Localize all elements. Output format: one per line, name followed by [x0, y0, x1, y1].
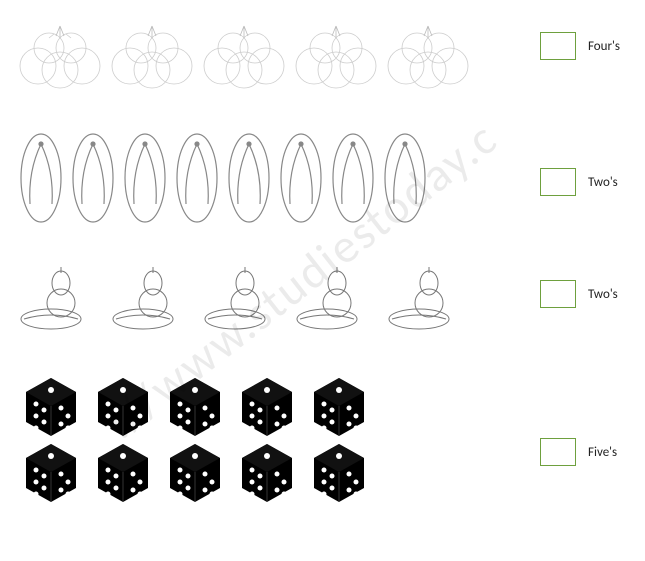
answer-box[interactable]	[540, 32, 576, 60]
row-label: Four's	[588, 39, 620, 54]
gourd-icon	[108, 261, 198, 333]
answer-area-4: Five's	[540, 438, 617, 466]
gourd-icon	[292, 261, 382, 333]
flipflop-icon	[224, 126, 274, 226]
gourd-icon	[384, 261, 474, 333]
dice-icon	[88, 372, 158, 436]
items-flipflops	[16, 126, 430, 226]
dice-icon	[16, 372, 86, 436]
row-dice	[16, 362, 629, 512]
flipflop-icon	[68, 126, 118, 226]
flipflop-icon	[276, 126, 326, 226]
tomato-bunch-icon	[384, 18, 472, 90]
answer-area-2: Two's	[540, 168, 618, 196]
items-tomatoes	[16, 18, 472, 90]
dice-icon	[88, 438, 158, 502]
answer-box[interactable]	[540, 168, 576, 196]
flipflop-icon	[16, 126, 66, 226]
row-tomatoes	[16, 8, 629, 100]
dice-icon	[160, 438, 230, 502]
dice-icon	[160, 372, 230, 436]
flipflop-icon	[120, 126, 170, 226]
row-label: Two's	[588, 287, 618, 302]
dice-icon	[16, 438, 86, 502]
dice-icon	[304, 372, 374, 436]
flipflop-icon	[380, 126, 430, 226]
row-gourds	[16, 252, 629, 342]
dice-icon	[304, 438, 374, 502]
dice-icon	[232, 372, 302, 436]
gourd-icon	[200, 261, 290, 333]
tomato-bunch-icon	[200, 18, 288, 90]
row-label: Five's	[588, 445, 617, 460]
row-flipflops	[16, 120, 629, 232]
answer-box[interactable]	[540, 280, 576, 308]
dice-icon	[232, 438, 302, 502]
tomato-bunch-icon	[108, 18, 196, 90]
tomato-bunch-icon	[292, 18, 380, 90]
flipflop-icon	[172, 126, 222, 226]
tomato-bunch-icon	[16, 18, 104, 90]
answer-area-1: Four's	[540, 32, 620, 60]
items-dice	[16, 372, 386, 502]
gourd-icon	[16, 261, 106, 333]
items-gourds	[16, 261, 474, 333]
flipflop-icon	[328, 126, 378, 226]
answer-area-3: Two's	[540, 280, 618, 308]
row-label: Two's	[588, 175, 618, 190]
answer-box[interactable]	[540, 438, 576, 466]
